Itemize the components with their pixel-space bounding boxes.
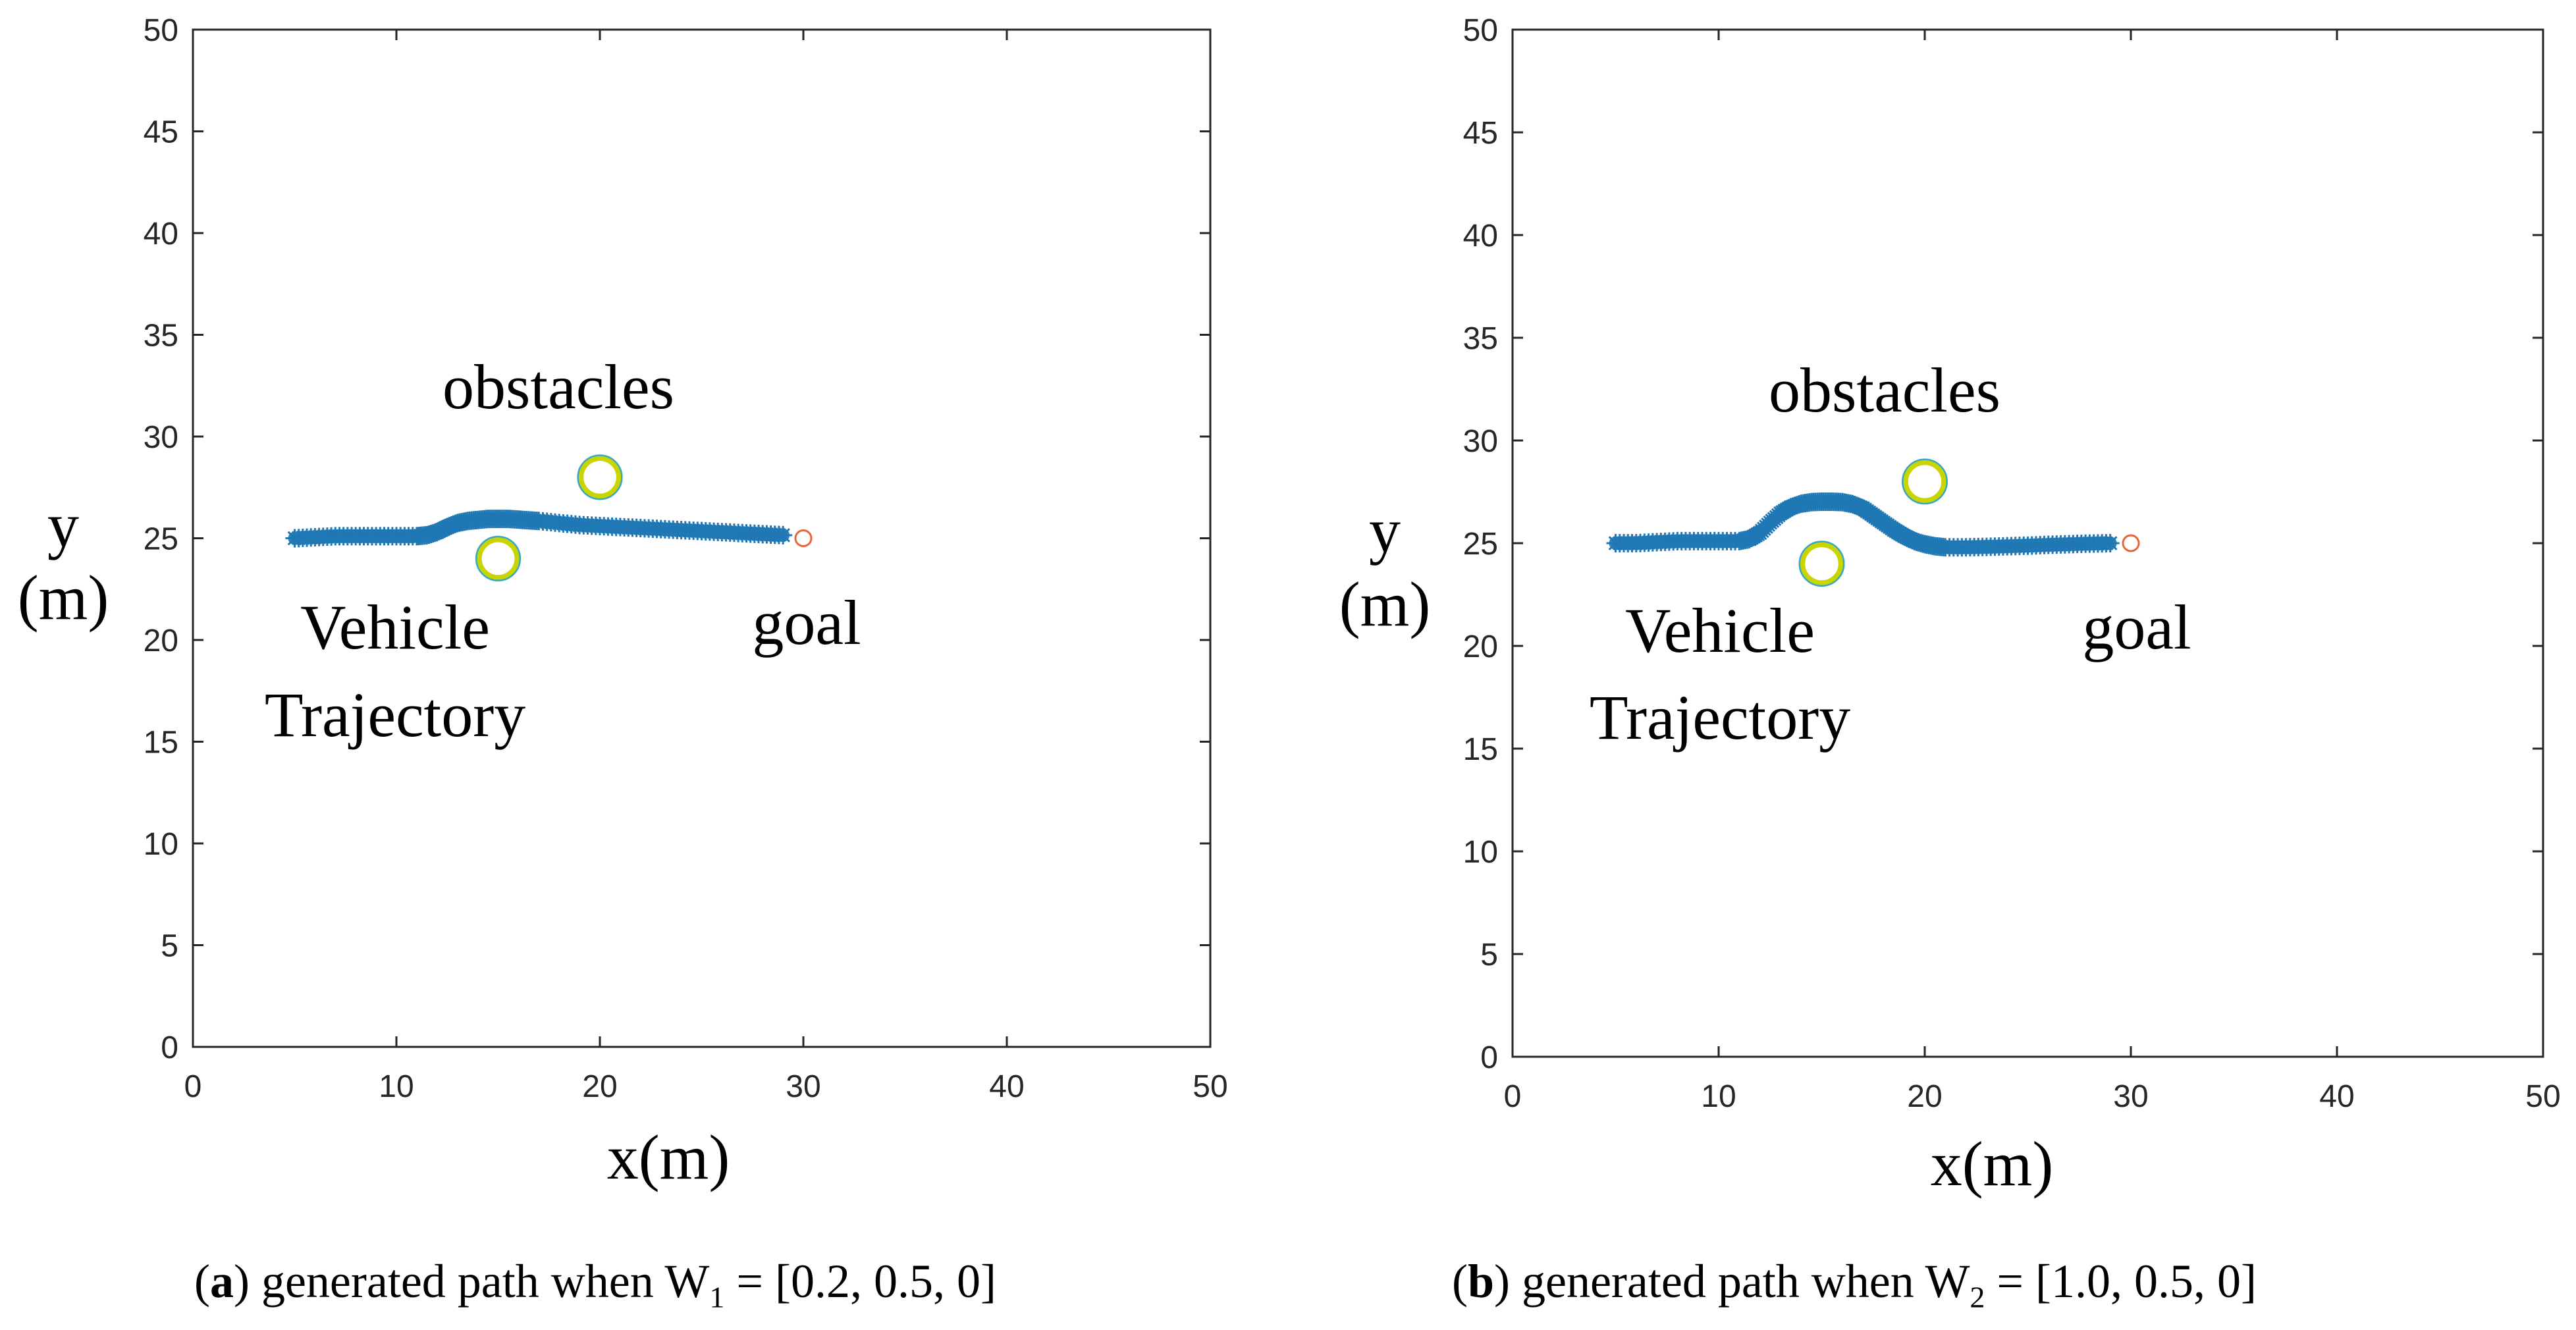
y-tick-label-a: 35 (144, 319, 178, 354)
obstacle-outline-b-1 (1902, 458, 1948, 505)
x-tick-label-a: 50 (1193, 1069, 1227, 1104)
y-tick-label-a: 15 (144, 726, 178, 760)
obstacle-a-2 (475, 536, 521, 581)
x-tick-label-b: 50 (2525, 1079, 2560, 1114)
obstacle-b-2 (1799, 541, 1844, 587)
y-tick-label-a: 20 (144, 624, 178, 658)
caption-a-sub: 1 (709, 1280, 725, 1314)
goal-marker-a (794, 529, 813, 547)
y-tick-label-b: 30 (1463, 424, 1498, 459)
y-axis-unit-label-a: (m) (18, 562, 109, 633)
y-tick-label-b: 0 (1480, 1040, 1498, 1075)
x-tick-label-a: 20 (582, 1069, 617, 1104)
y-axis-label-a: y (47, 490, 79, 560)
caption-a-rest: = [0.2, 0.5, 0] (724, 1255, 996, 1308)
y-tick-label-b: 50 (1463, 13, 1498, 48)
goal-annotation-b: goal (2082, 592, 2191, 662)
y-tick-label-b: 10 (1463, 835, 1498, 870)
caption-a-text: generated path when W (249, 1255, 710, 1308)
obstacle-outline-a-2 (475, 535, 522, 582)
x-axis-label-b: x(m) (1931, 1129, 2054, 1199)
vehicle-annotation-a: Vehicle (300, 592, 490, 662)
caption-b: (b) generated path when W2 = [1.0, 0.5, … (1452, 1255, 2257, 1314)
x-tick-label-a: 30 (786, 1069, 820, 1104)
x-axis-label-a: x(m) (607, 1122, 730, 1192)
y-tick-label-b: 35 (1463, 321, 1498, 356)
vehicle-annotation-b: Vehicle (1625, 595, 1815, 666)
y-tick-label-b: 25 (1463, 527, 1498, 562)
y-tick-label-b: 5 (1480, 938, 1498, 972)
y-tick-label-a: 45 (144, 115, 178, 150)
x-tick-label-a: 40 (989, 1069, 1024, 1104)
trajectory-point-a (774, 525, 793, 545)
goal-marker-b (2122, 534, 2140, 552)
x-tick-label-b: 0 (1504, 1079, 1522, 1114)
y-tick-label-b: 20 (1463, 629, 1498, 664)
y-axis-label-b: y (1369, 495, 1401, 566)
caption-b-text: generated path when W (1510, 1255, 1970, 1308)
y-tick-label-a: 40 (144, 217, 178, 252)
x-tick-label-a: 10 (379, 1069, 414, 1104)
obstacle-outline-a-1 (577, 454, 623, 500)
chart-panel-b: 0 10 20 30 40 50 0 5 10 15 20 25 30 35 40 45 50 x(m) y(m) o… (1339, 13, 2561, 1199)
y-tick-label-b: 45 (1463, 116, 1498, 151)
obstacle-outline-b-2 (1798, 541, 1845, 587)
trajectory-annotation-a: Trajectory (265, 679, 525, 750)
trajectory-annotation-b: Trajectory (1590, 682, 1850, 753)
y-tick-label-a: 30 (144, 420, 178, 455)
obstacles-annotation-b: obstacles (1769, 355, 2000, 425)
trajectory-point-b (2101, 534, 2120, 552)
y-tick-label-a: 0 (161, 1030, 178, 1065)
y-tick-label-b: 40 (1463, 219, 1498, 253)
obstacles-annotation-a: obstacles (443, 352, 674, 422)
x-tick-label-b: 30 (2113, 1079, 2148, 1114)
y-tick-label-a: 5 (161, 929, 178, 964)
y-tick-label-a: 50 (144, 13, 178, 48)
caption-a: (a) generated path when W1 = [0.2, 0.5, … (194, 1255, 996, 1314)
y-tick-label-a: 25 (144, 522, 178, 557)
chart-panel-a: 0 10 20 30 40 50 0 5 10 15 20 25 30 35 40 45 50 x(m) y(m) o… (18, 13, 1228, 1192)
y-tick-label-b: 15 (1463, 732, 1498, 767)
obstacle-b-1 (1902, 459, 1948, 504)
caption-b-label: b (1467, 1255, 1495, 1308)
x-tick-label-a: 0 (184, 1069, 202, 1104)
goal-annotation-a: goal (752, 587, 861, 658)
caption-a-label: a (209, 1255, 234, 1308)
caption-b-sub: 2 (1970, 1280, 1985, 1314)
x-tick-label-b: 40 (2319, 1079, 2354, 1114)
x-tick-label-b: 10 (1701, 1079, 1736, 1114)
y-tick-label-a: 10 (144, 827, 178, 862)
caption-b-rest: = [1.0, 0.5, 0] (1985, 1255, 2257, 1308)
obstacle-a-1 (577, 454, 622, 500)
x-tick-label-b: 20 (1907, 1079, 1942, 1114)
y-axis-unit-label-b: (m) (1339, 569, 1431, 639)
